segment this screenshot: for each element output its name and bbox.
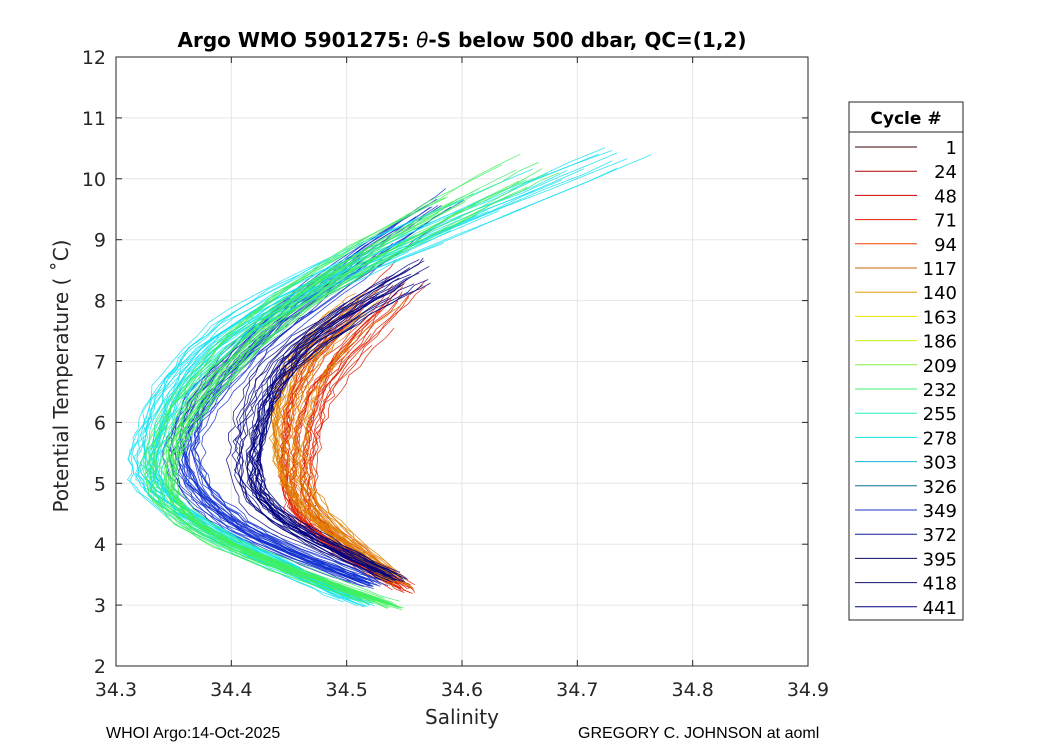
profile-line	[236, 293, 387, 583]
profile-line	[277, 331, 393, 591]
profile-line	[152, 212, 439, 603]
title-prefix: Argo WMO 5901275:	[178, 28, 417, 52]
profile-line	[188, 227, 436, 587]
legend-title: Cycle #	[870, 109, 941, 129]
profile-line	[248, 329, 391, 576]
profile-line	[155, 266, 388, 609]
legend-label: 303	[923, 453, 957, 474]
legend-label: 326	[923, 477, 957, 498]
profile-line	[280, 332, 396, 582]
profile-line	[200, 252, 401, 586]
y-tick-label: 10	[82, 169, 106, 191]
y-tick-label: 6	[94, 412, 106, 434]
legend-label: 1	[946, 138, 957, 159]
x-tick-label: 34.8	[672, 679, 714, 701]
legend-label: 48	[934, 186, 957, 207]
y-tick-label: 4	[94, 534, 106, 556]
profile-line	[171, 172, 560, 608]
legend-label: 372	[923, 525, 957, 546]
x-tick-label: 34.4	[210, 679, 252, 701]
profile-traces	[126, 147, 652, 611]
y-axis-label: Potential Temperature ( ˚C)	[49, 240, 73, 513]
legend-box	[848, 101, 964, 621]
grid-lines	[116, 57, 808, 666]
title-theta-symbol: θ	[416, 28, 428, 52]
profile-line	[234, 310, 389, 577]
profile-line	[246, 259, 420, 578]
legend-label: 255	[923, 404, 957, 425]
profile-line	[311, 300, 416, 586]
legend-label: 278	[923, 428, 957, 449]
x-axis-ticks: 34.3 34.4 34.5 34.6 34.7 34.8 34.9	[95, 57, 829, 701]
profile-line	[132, 277, 366, 607]
y-tick-label: 8	[94, 291, 106, 313]
chart-title: Argo WMO 5901275: θ-S below 500 dbar, QC…	[178, 28, 747, 52]
legend-label: 71	[934, 211, 957, 232]
y-tick-label: 3	[94, 595, 106, 617]
profile-line	[290, 344, 400, 583]
x-tick-label: 34.5	[326, 679, 368, 701]
legend-label: 395	[923, 549, 957, 570]
footer-credit-right: GREGORY C. JOHNSON at aoml	[578, 725, 820, 742]
y-tick-label: 7	[94, 352, 106, 374]
x-tick-label: 34.7	[556, 679, 598, 701]
profile-line	[284, 259, 399, 585]
x-axis-label: Salinity	[425, 705, 499, 729]
y-tick-label: 5	[94, 473, 106, 495]
y-tick-label: 12	[82, 47, 106, 69]
footer-credit-left: WHOI Argo:14-Oct-2025	[106, 725, 281, 742]
y-tick-label: 2	[94, 656, 106, 678]
y-tick-label: 11	[82, 108, 106, 130]
title-suffix: -S below 500 dbar, QC=(1,2)	[428, 28, 746, 52]
profile-line	[304, 344, 405, 579]
profile-line	[253, 324, 387, 578]
legend-label: 163	[923, 307, 957, 328]
x-tick-label: 34.3	[95, 679, 137, 701]
profile-line	[256, 257, 424, 573]
profile-line	[150, 169, 517, 609]
legend-label: 117	[923, 259, 957, 280]
legend-label: 232	[923, 380, 957, 401]
legend-entries: 1 24 48 71 94 117 140 163 186 209 232 255 278 303 326 3…	[855, 138, 957, 619]
profile-line	[299, 340, 413, 589]
profile-line	[311, 327, 411, 585]
legend: Cycle # 1 24 48 71 94 117 140 163 186 209 232 255 27…	[848, 101, 964, 621]
profile-line	[295, 326, 400, 577]
x-tick-label: 34.9	[787, 679, 829, 701]
y-tick-label: 9	[94, 230, 106, 252]
profile-line	[281, 335, 389, 581]
profile-line	[294, 348, 405, 585]
profile-line	[303, 297, 410, 579]
legend-label: 441	[923, 598, 957, 619]
legend-label: 209	[923, 356, 957, 377]
legend-label: 418	[923, 574, 957, 595]
profile-line	[271, 330, 396, 583]
profile-line	[168, 168, 543, 608]
legend-label: 186	[923, 332, 957, 353]
x-tick-label: 34.6	[441, 679, 483, 701]
profile-line	[165, 229, 430, 602]
profile-line	[165, 246, 390, 606]
profile-line	[250, 267, 411, 575]
legend-label: 94	[934, 235, 957, 256]
profile-line	[238, 296, 380, 577]
legend-label: 24	[934, 162, 957, 183]
legend-label: 349	[923, 501, 957, 522]
profile-line	[146, 227, 416, 605]
legend-label: 140	[923, 283, 957, 304]
profile-line	[147, 251, 381, 603]
profile-line	[225, 302, 381, 581]
y-axis-ticks: 2 3 4 5 6 7 8 9 10 11 12	[82, 47, 808, 678]
profile-line	[299, 351, 414, 590]
